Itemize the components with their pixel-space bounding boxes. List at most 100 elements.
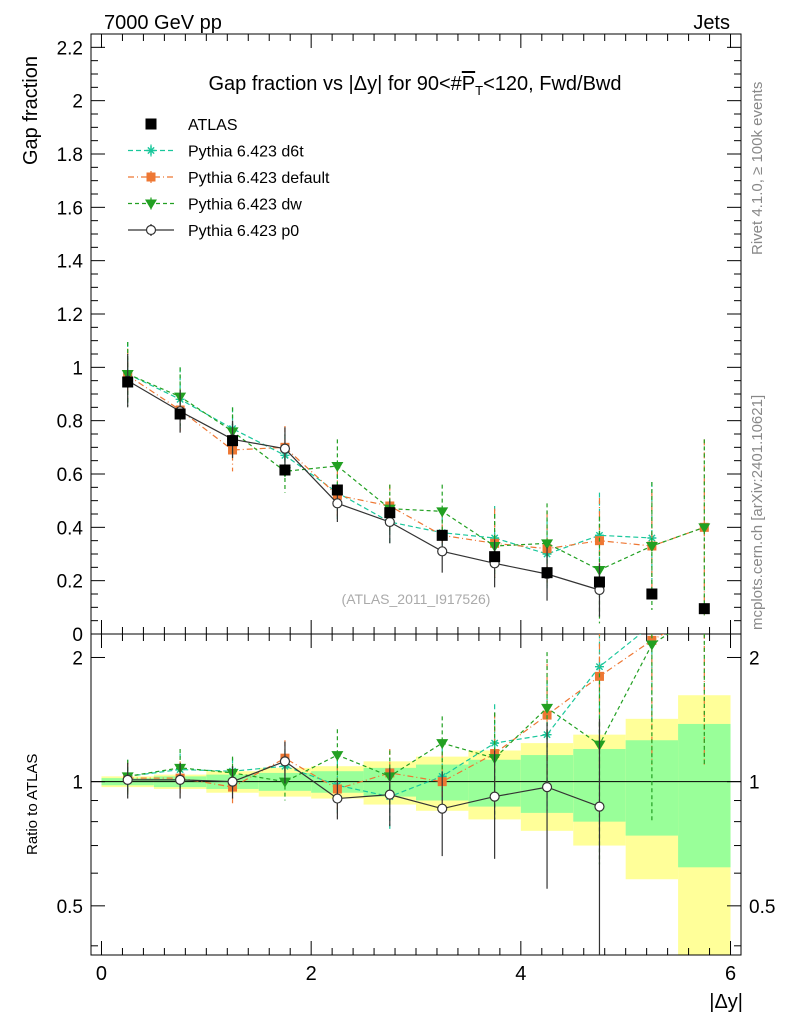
data-point — [122, 376, 134, 388]
ratio-series — [122, 718, 605, 955]
ratio-line — [127, 634, 670, 783]
ratio-point — [175, 774, 186, 785]
title-p: P — [462, 73, 475, 95]
legend-marker — [145, 224, 157, 236]
series-line — [127, 373, 652, 555]
data-point — [174, 408, 186, 420]
y-tick-label: 0.8 — [57, 412, 83, 433]
y-tick-label: 1.2 — [57, 305, 83, 326]
legend-entry: Pythia 6.423 p0 — [128, 223, 299, 240]
ratio-point — [436, 739, 449, 750]
y-tick-label: 1.6 — [57, 198, 83, 219]
ratio-tick-label: 0.5 — [749, 897, 775, 918]
legend-marker — [145, 118, 157, 130]
data-point — [436, 529, 448, 541]
ratio-tick-label: 2 — [749, 648, 760, 669]
series-line — [127, 374, 705, 550]
data-point — [698, 603, 710, 615]
data-point — [646, 588, 658, 600]
band-inner — [678, 723, 731, 868]
ratio-point — [331, 751, 344, 762]
y-tick-label: 0 — [72, 625, 83, 646]
title-t: T — [475, 83, 483, 98]
legend-entry: ATLAS — [145, 117, 238, 134]
ratio-point — [645, 640, 658, 651]
title-main: Gap fraction vs |Δy| for 90<# — [208, 73, 462, 95]
ratio-tick-label: 2 — [72, 648, 83, 669]
ratio-tick-label: 1 — [72, 773, 83, 794]
data-point — [331, 462, 344, 472]
legend-label: Pythia 6.423 default — [188, 170, 330, 187]
data-point — [436, 507, 449, 518]
ratio-point — [541, 782, 553, 793]
y-tick-label: 1.4 — [57, 252, 84, 273]
ratio-tick-label: 1 — [749, 773, 760, 794]
data-point — [384, 507, 396, 519]
y-tick-label: 2 — [72, 92, 83, 113]
mcplots-label: mcplots.cern.ch [arXiv:2401.10621] — [749, 395, 766, 630]
y-tick-label: 2.2 — [57, 38, 83, 59]
chart-title: Gap fraction vs |Δy| for 90<#PT<120, Fwd… — [208, 73, 621, 98]
ratio-point — [594, 662, 604, 672]
ratio-point — [594, 801, 605, 812]
x-tick-label: 2 — [306, 963, 317, 985]
ratio-tick-label: 0.5 — [57, 897, 83, 918]
data-point — [279, 443, 291, 454]
data-point — [489, 551, 501, 563]
ratio-line — [127, 760, 600, 810]
y-tick-label: 0.2 — [57, 572, 83, 593]
ratio-point — [647, 635, 657, 645]
legend-entry: Pythia 6.423 default — [128, 170, 330, 187]
data-point — [541, 567, 553, 579]
data-point — [384, 516, 395, 528]
legend-entry: Pythia 6.423 dw — [128, 197, 302, 214]
ratio-point — [542, 710, 552, 720]
data-point — [279, 464, 291, 476]
ratio-line — [127, 634, 665, 790]
ratio-point — [384, 789, 395, 800]
data-point — [331, 484, 343, 496]
data-point — [437, 546, 448, 557]
series-line — [127, 380, 600, 591]
data-point — [332, 498, 343, 509]
header-right: Jets — [693, 12, 730, 34]
x-tick-label: 0 — [96, 963, 107, 985]
ratio-point — [541, 703, 554, 714]
y-tick-label: 0.6 — [57, 465, 83, 486]
legend-label: Pythia 6.423 dw — [188, 197, 302, 214]
legend-label: ATLAS — [188, 117, 238, 134]
data-point — [593, 576, 605, 588]
analysis-id: (ATLAS_2011_I917526) — [342, 591, 491, 607]
ratio-point — [227, 776, 238, 787]
ratio-point — [279, 756, 291, 767]
data-point — [594, 530, 604, 540]
legend-marker — [146, 172, 156, 182]
y-axis-label: Gap fraction — [20, 56, 42, 165]
ratio-point — [489, 791, 500, 802]
title-tail: <120, Fwd/Bwd — [483, 73, 621, 95]
x-axis-label: |Δy| — [709, 991, 743, 1013]
y-tick-label: 0.4 — [57, 518, 84, 539]
legend-entry: Pythia 6.423 d6t — [128, 144, 304, 161]
x-tick-label: 6 — [725, 963, 736, 985]
data-point — [227, 435, 239, 447]
legend-marker — [145, 199, 157, 210]
legend-label: Pythia 6.423 p0 — [188, 223, 299, 240]
ratio-point — [332, 793, 343, 804]
ratio-axis-label: Ratio to ATLAS — [24, 754, 41, 855]
header-left: 7000 GeV pp — [104, 12, 222, 34]
x-tick-label: 4 — [515, 963, 526, 985]
data-point — [698, 523, 711, 534]
ratio-point — [122, 774, 133, 785]
data-point — [645, 542, 658, 552]
y-tick-label: 1 — [72, 358, 83, 379]
series-atlas — [122, 376, 710, 615]
series-line — [127, 373, 705, 571]
ratio-point — [437, 803, 448, 814]
y-tick-label: 1.8 — [57, 145, 83, 166]
legend-label: Pythia 6.423 d6t — [188, 144, 304, 161]
legend-marker — [146, 146, 156, 155]
data-point — [541, 539, 554, 550]
rivet-label: Rivet 4.1.0, ≥ 100k events — [749, 82, 766, 255]
